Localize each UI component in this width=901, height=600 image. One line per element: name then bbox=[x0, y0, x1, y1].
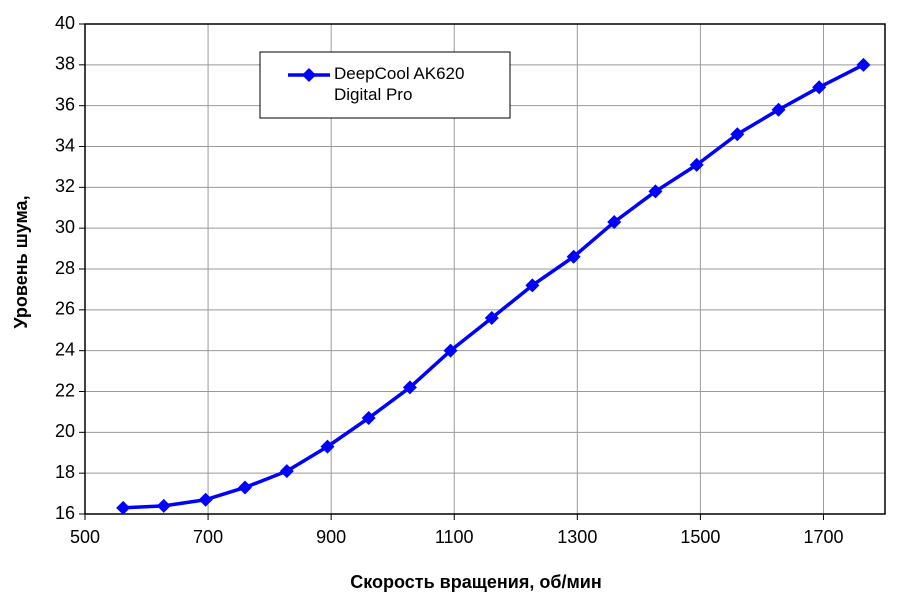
y-tick-label: 24 bbox=[55, 339, 75, 359]
data-point bbox=[361, 411, 376, 426]
plot-border bbox=[84, 23, 886, 515]
y-tick-label: 40 bbox=[55, 13, 75, 33]
y-tick-label: 26 bbox=[55, 299, 75, 319]
series-line bbox=[123, 63, 865, 510]
data-point bbox=[279, 464, 294, 479]
x-tick-label: 700 bbox=[193, 527, 223, 547]
data-point bbox=[648, 184, 663, 199]
data-point bbox=[525, 278, 540, 293]
data-point bbox=[771, 102, 786, 117]
x-tick-label: 1700 bbox=[803, 527, 843, 547]
data-point bbox=[730, 127, 745, 142]
data-point bbox=[812, 80, 827, 95]
data-point bbox=[443, 343, 458, 358]
y-tick-label: 18 bbox=[55, 462, 75, 482]
y-tick-label: 20 bbox=[55, 421, 75, 441]
y-tick-label: 28 bbox=[55, 258, 75, 278]
y-tick-label: 36 bbox=[55, 94, 75, 114]
x-tick-label: 900 bbox=[316, 527, 346, 547]
x-axis-label: Скорость вращения, об/мин bbox=[350, 572, 602, 592]
data-point bbox=[484, 311, 499, 325]
legend-text-box: DeepCool AK620 Digital Pro bbox=[334, 64, 465, 104]
y-tick-label: 16 bbox=[55, 503, 75, 523]
y-axis-label: Уровень шума, bbox=[11, 195, 31, 328]
data-point bbox=[402, 380, 417, 395]
y-tick-label: 30 bbox=[55, 217, 75, 237]
legend-label: DeepCool AK620 Digital Pro bbox=[334, 64, 465, 104]
data-point bbox=[607, 215, 622, 230]
data-point bbox=[156, 498, 171, 513]
y-tick-label: 38 bbox=[55, 54, 75, 74]
legend-marker bbox=[302, 68, 316, 82]
data-point bbox=[198, 492, 213, 507]
data-point bbox=[320, 439, 335, 454]
x-tick-label: 1300 bbox=[557, 527, 597, 547]
y-tick-label: 34 bbox=[55, 135, 75, 155]
data-point bbox=[238, 480, 252, 495]
x-tick-label: 1100 bbox=[435, 527, 474, 547]
y-tick-label: 32 bbox=[55, 176, 75, 196]
data-point bbox=[566, 249, 581, 264]
data-point bbox=[116, 500, 131, 515]
x-tick-label: 1500 bbox=[680, 527, 720, 547]
x-tick-label: 500 bbox=[70, 527, 100, 547]
data-point bbox=[856, 57, 871, 72]
y-tick-label: 22 bbox=[55, 380, 75, 400]
data-point bbox=[689, 157, 704, 172]
legend-box bbox=[259, 51, 511, 119]
